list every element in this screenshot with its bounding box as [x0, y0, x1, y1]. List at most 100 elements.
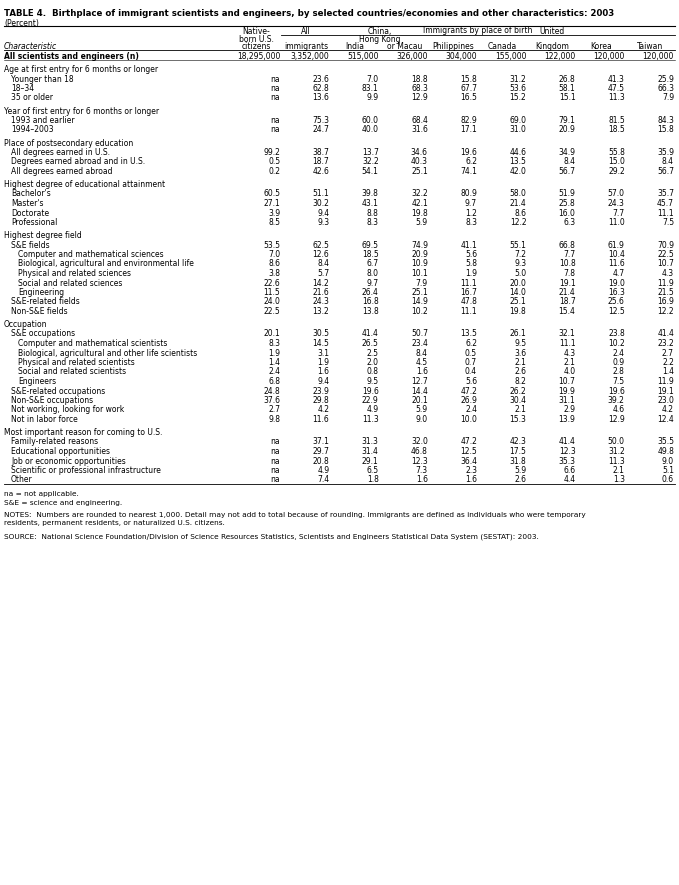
Text: 2.7: 2.7 [268, 405, 280, 414]
Text: Highest degree field: Highest degree field [4, 231, 81, 240]
Text: 82.9: 82.9 [460, 116, 477, 125]
Text: 32.0: 32.0 [411, 437, 428, 447]
Text: 12.7: 12.7 [411, 377, 428, 386]
Text: or Macau: or Macau [386, 42, 422, 51]
Text: na: na [271, 447, 280, 456]
Text: 16.5: 16.5 [460, 94, 477, 103]
Text: 7.9: 7.9 [662, 94, 674, 103]
Text: 14.9: 14.9 [411, 297, 428, 306]
Text: 19.6: 19.6 [362, 387, 379, 396]
Text: 5.8: 5.8 [465, 259, 477, 268]
Text: 8.2: 8.2 [515, 377, 526, 386]
Text: 8.6: 8.6 [268, 259, 280, 268]
Text: 11.1: 11.1 [460, 307, 477, 316]
Text: 7.2: 7.2 [514, 250, 526, 259]
Text: 25.8: 25.8 [559, 199, 576, 208]
Text: 1.9: 1.9 [465, 269, 477, 278]
Text: 11.6: 11.6 [313, 415, 329, 424]
Text: Physical and related sciences: Physical and related sciences [18, 269, 131, 278]
Text: 11.6: 11.6 [608, 259, 625, 268]
Text: 9.0: 9.0 [662, 457, 674, 466]
Text: 12.2: 12.2 [510, 218, 526, 227]
Text: 41.3: 41.3 [608, 74, 625, 83]
Text: 40.0: 40.0 [362, 126, 379, 135]
Text: 6.5: 6.5 [367, 466, 379, 475]
Text: 2.6: 2.6 [514, 475, 526, 484]
Text: 23.0: 23.0 [657, 396, 674, 405]
Text: 8.0: 8.0 [367, 269, 379, 278]
Text: S&E occupations: S&E occupations [11, 329, 75, 338]
Text: 29.7: 29.7 [312, 447, 329, 456]
Text: Doctorate: Doctorate [11, 209, 49, 218]
Text: 4.9: 4.9 [317, 466, 329, 475]
Text: 12.4: 12.4 [657, 415, 674, 424]
Text: 21.5: 21.5 [657, 288, 674, 297]
Text: 29.2: 29.2 [608, 167, 625, 176]
Text: 26.8: 26.8 [559, 74, 576, 83]
Text: 32.1: 32.1 [559, 329, 576, 338]
Text: 34.6: 34.6 [411, 148, 428, 157]
Text: 2.1: 2.1 [515, 405, 526, 414]
Text: 2.5: 2.5 [367, 349, 379, 358]
Text: 2.8: 2.8 [613, 367, 625, 376]
Text: 4.2: 4.2 [318, 405, 329, 414]
Text: 7.3: 7.3 [416, 466, 428, 475]
Text: Social and related scientists: Social and related scientists [18, 367, 126, 376]
Text: na: na [271, 84, 280, 93]
Text: na: na [271, 116, 280, 125]
Text: 0.5: 0.5 [268, 158, 280, 166]
Text: 47.2: 47.2 [460, 387, 477, 396]
Text: 9.7: 9.7 [465, 199, 477, 208]
Text: 10.9: 10.9 [411, 259, 428, 268]
Text: Educational opportunities: Educational opportunities [11, 447, 110, 456]
Text: 39.2: 39.2 [608, 396, 625, 405]
Text: 18–34: 18–34 [11, 84, 34, 93]
Text: citizens: citizens [242, 42, 272, 51]
Text: Not in labor force: Not in labor force [11, 415, 78, 424]
Text: 55.1: 55.1 [509, 241, 526, 250]
Text: 1.6: 1.6 [416, 367, 428, 376]
Text: 18,295,000: 18,295,000 [237, 52, 280, 61]
Text: 74.9: 74.9 [411, 241, 428, 250]
Text: 31.6: 31.6 [411, 126, 428, 135]
Text: 1.6: 1.6 [318, 367, 329, 376]
Text: India: India [346, 42, 365, 51]
Text: 11.0: 11.0 [608, 218, 625, 227]
Text: 3.6: 3.6 [514, 349, 526, 358]
Text: 26.2: 26.2 [509, 387, 526, 396]
Text: 4.6: 4.6 [612, 405, 625, 414]
Text: 7.9: 7.9 [416, 279, 428, 288]
Text: 12.5: 12.5 [460, 447, 477, 456]
Text: 18.7: 18.7 [559, 297, 576, 306]
Text: SOURCE:  National Science Foundation/Division of Science Resources Statistics, S: SOURCE: National Science Foundation/Divi… [4, 533, 539, 540]
Text: 41.4: 41.4 [362, 329, 379, 338]
Text: 60.0: 60.0 [362, 116, 379, 125]
Text: 8.8: 8.8 [367, 209, 379, 218]
Text: 2.1: 2.1 [564, 358, 576, 367]
Text: 84.3: 84.3 [657, 116, 674, 125]
Text: Computer and mathematical scientists: Computer and mathematical scientists [18, 339, 168, 348]
Text: 45.7: 45.7 [657, 199, 674, 208]
Text: 2.1: 2.1 [613, 466, 625, 475]
Text: 6.7: 6.7 [367, 259, 379, 268]
Text: 14.4: 14.4 [411, 387, 428, 396]
Text: 2.9: 2.9 [564, 405, 576, 414]
Text: Korea: Korea [590, 42, 612, 51]
Text: 2.3: 2.3 [465, 466, 477, 475]
Text: 36.4: 36.4 [460, 457, 477, 466]
Text: Other: Other [11, 475, 33, 484]
Text: 10.8: 10.8 [559, 259, 576, 268]
Text: na: na [271, 466, 280, 475]
Text: 18.5: 18.5 [362, 250, 379, 259]
Text: 16.7: 16.7 [460, 288, 477, 297]
Text: 1.6: 1.6 [416, 475, 428, 484]
Text: 8.3: 8.3 [367, 218, 379, 227]
Text: 42.6: 42.6 [312, 167, 329, 176]
Text: 15.1: 15.1 [559, 94, 576, 103]
Text: 15.8: 15.8 [657, 126, 674, 135]
Text: 44.6: 44.6 [509, 148, 526, 157]
Text: 39.8: 39.8 [362, 189, 379, 198]
Text: 11.3: 11.3 [362, 415, 379, 424]
Text: 6.6: 6.6 [564, 466, 576, 475]
Text: Non-S&E fields: Non-S&E fields [11, 307, 68, 316]
